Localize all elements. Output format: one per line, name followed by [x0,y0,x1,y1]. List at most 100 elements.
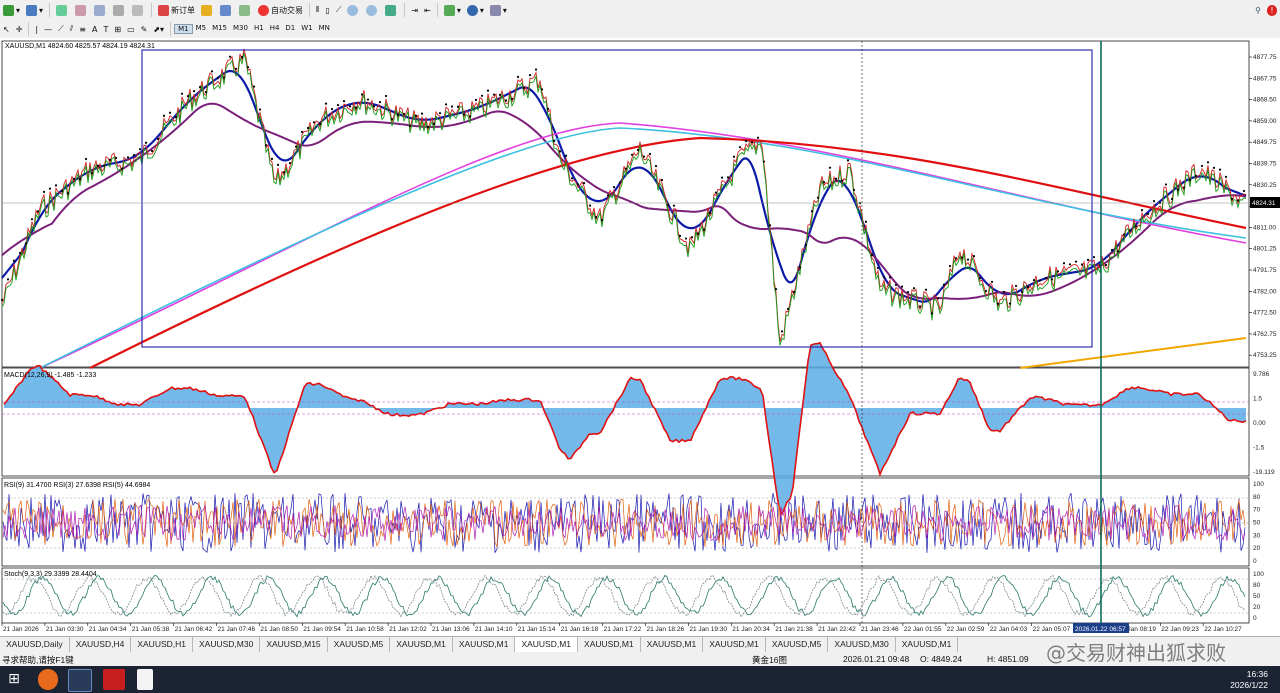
bar-marker [1032,279,1036,282]
edit-tool[interactable]: ✎ [140,24,148,34]
divider [28,22,30,36]
bar-marker [972,255,976,258]
auto-trading-button[interactable]: 自动交易 [256,2,305,18]
zoom-in-button[interactable] [345,2,362,18]
chart-tab[interactable]: XAUUSD,M15 [260,637,328,652]
bar-marker [324,102,328,105]
timeframe-d1[interactable]: D1 [285,24,296,32]
chart-tab[interactable]: XAUUSD,M1 [896,637,959,652]
tile-windows-button[interactable] [383,2,400,18]
bar-marker [156,137,160,140]
zoom-out-button[interactable] [364,2,381,18]
bar-chart-button[interactable]: ⫴ [316,5,320,14]
shapes-tool[interactable]: ▭ [127,24,135,34]
label-tool[interactable]: T [103,24,109,34]
chart-area[interactable]: XAUUSD,M1 4824.60 4825.57 4824.19 4824.3… [0,38,1280,634]
metaeditor-button[interactable] [199,2,216,18]
price-tick-label: 4753.25 [1253,352,1277,359]
price-tick-label: 4791.75 [1253,267,1277,274]
chart-tab[interactable]: XAUUSD,H1 [131,637,193,652]
periods-button[interactable]: ▾ [465,2,486,18]
line-chart-button[interactable]: ⟋ [335,5,342,14]
market-button[interactable] [237,2,254,18]
strategy-tester-button[interactable] [130,2,147,18]
autoscroll-button[interactable]: ⇥ [411,5,419,15]
rsi-pane [1,477,1250,567]
text-tool[interactable]: A [92,24,98,34]
grid-tool[interactable]: ⊞ [114,24,122,34]
new-order-button[interactable]: 新订单 [156,2,197,18]
crosshair-tool[interactable]: ✛ [15,24,23,34]
timeframe-m5[interactable]: M5 [195,24,207,32]
data-window-button[interactable] [92,2,109,18]
profile-name[interactable]: 黄金16图 [752,655,787,665]
arrow-tool[interactable]: ⬈▾ [153,24,165,34]
templates-button[interactable]: ▾ [488,2,509,18]
bar-marker [30,218,34,221]
new-chart-button[interactable]: ▾ [1,2,22,18]
chart-tab[interactable]: XAUUSD,M1 [641,637,704,652]
chart-tab[interactable]: XAUUSD,M1 [453,637,516,652]
trendline-tool[interactable]: ⟋ [58,24,64,33]
bar-marker [186,95,190,98]
ma-blue [1,69,1247,303]
chart-tab[interactable]: XAUUSD,H4 [70,637,132,652]
terminal-button[interactable] [111,2,128,18]
channel-tool[interactable]: ⫽ [69,24,74,33]
bar-marker [924,288,928,291]
bar-marker [882,276,886,279]
profiles-button[interactable]: ▾ [24,2,45,18]
notifications-button[interactable]: ! [1265,2,1279,18]
bar-marker [870,253,874,257]
range-rectangle[interactable] [141,49,1093,348]
chart-tab[interactable]: XAUUSD,M5 [328,637,391,652]
mt5-kvb-icon[interactable] [68,669,92,692]
bar-marker [78,177,82,181]
signals-button[interactable] [218,2,235,18]
app-icon[interactable] [103,669,125,690]
bar-marker [1038,279,1042,282]
search-button[interactable]: ⚲ [1253,2,1263,18]
rsi-tick-label: 100 [1253,481,1264,488]
timeframe-m30[interactable]: M30 [233,24,248,32]
bar-marker [390,118,394,121]
chart-shift-button[interactable]: ⇤ [424,5,431,15]
time-tick-label: 22 Jan 02:59 [947,626,985,633]
bar-marker [138,148,142,151]
bar-marker [600,218,604,222]
rsi-tick-label: 20 [1253,545,1261,552]
timeframe-mn[interactable]: MN [318,24,330,32]
timeframe-m1[interactable]: M1 [174,24,193,34]
bar-marker [744,139,748,143]
timeframe-m15[interactable]: M15 [212,24,228,32]
bar-marker [558,150,562,153]
market-watch-button[interactable] [54,2,71,18]
navigator-button[interactable] [73,2,90,18]
document-icon[interactable] [137,669,153,690]
chart-tab[interactable]: XAUUSD,Daily [0,637,70,652]
bar-marker [822,181,826,184]
price-tick-label: 4830.25 [1253,182,1277,189]
indicators-button[interactable]: ▾ [442,2,463,18]
chart-tab[interactable]: XAUUSD,M30 [193,637,261,652]
timeframe-w1[interactable]: W1 [301,24,313,32]
vertical-line-tool[interactable]: | [35,24,39,34]
clock-date: 2026/1/22 [1230,680,1268,690]
timeframe-h4[interactable]: H4 [269,24,280,32]
start-icon[interactable]: ⊞ [8,671,20,687]
candle-chart-button[interactable]: ▯ [325,5,330,15]
chart-tab[interactable]: XAUUSD,M1 [390,637,453,652]
macd-tick-label: 0.00 [1253,420,1266,427]
timeframe-h1[interactable]: H1 [253,24,264,32]
cursor-tool[interactable]: ↖ [3,24,10,34]
chart-tab[interactable]: XAUUSD,M1 [703,637,766,652]
browser-icon[interactable] [38,669,58,690]
chart-tab[interactable]: XAUUSD,M30 [828,637,896,652]
chart-tab[interactable]: XAUUSD,M1 [578,637,641,652]
chart-tab[interactable]: XAUUSD,M5 [766,637,829,652]
fibonacci-tool[interactable]: ≡ [79,24,86,34]
bar-marker [732,155,736,158]
bar-marker [834,177,838,180]
moving-averages [1,69,1247,369]
horizontal-line-tool[interactable]: — [44,24,53,34]
